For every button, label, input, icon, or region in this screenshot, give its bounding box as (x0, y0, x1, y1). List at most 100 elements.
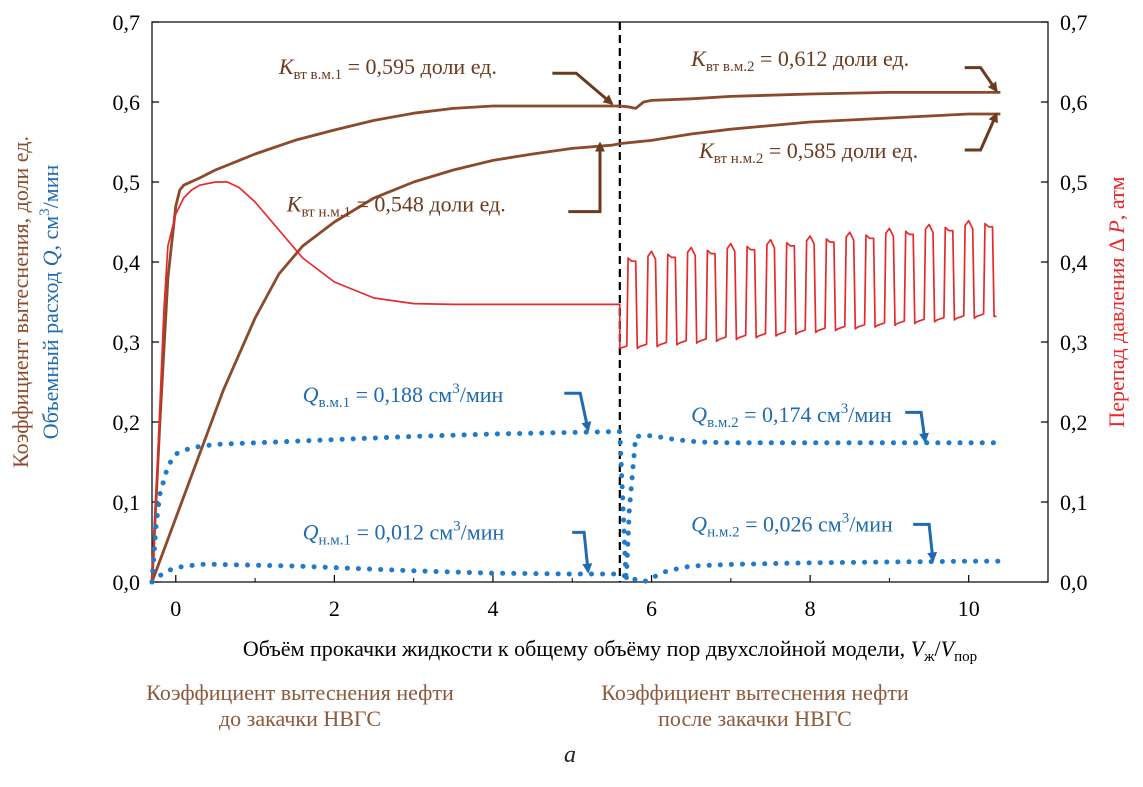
series-flow-high-perm-dotted-line (149, 429, 1003, 585)
ann-k-nm1-arrow (568, 141, 605, 214)
annotation-var: Q (691, 402, 707, 427)
annotation-superscript: 3 (842, 511, 850, 527)
x-axis-label-sub2: пор (954, 649, 977, 665)
x-axis-label-var2: V (941, 636, 957, 661)
y-tick-label-right: 0,0 (1060, 570, 1088, 595)
y-axis-label-flow-text: Объемный расход (38, 266, 63, 439)
annotation-subscript: вт н.м.1 (301, 205, 351, 221)
x-axis-label-var1: V (911, 636, 927, 661)
y-tick-label-left: 0,2 (113, 410, 141, 435)
annotation-unit: /мин (848, 402, 892, 427)
annotation-var: K (286, 192, 303, 217)
x-tick-label: 0 (170, 596, 181, 621)
annotation-subscript: в.м.1 (319, 395, 351, 411)
y-axis-label-flow-unit: , см (38, 216, 63, 251)
y-tick-label-left: 0,7 (113, 10, 141, 35)
y-tick-label-right: 0,2 (1060, 410, 1088, 435)
x-axis-label-text: Объём прокачки жидкости к общему объёму … (243, 636, 911, 661)
series-displacement-high-perm-line (150, 91, 1001, 583)
series-displacement-low-perm-line (150, 112, 1001, 583)
y-axis-label-pressure-text: Перепад давления Δ (1104, 234, 1129, 428)
ann-k-vm1-label: Kвт в.м.1 = 0,595 доли ед. (278, 54, 497, 83)
series-flow-low-perm-dotted-line (149, 558, 1003, 585)
y-axis-label-pressure-unit: , атм (1104, 176, 1129, 220)
ann-k-vm1-arrow (552, 71, 614, 105)
annotation-unit: /мин (461, 520, 505, 545)
y-tick-label-right: 0,3 (1060, 330, 1088, 355)
y-tick-label-left: 0,0 (113, 570, 141, 595)
ann-k-vm2-label: Kвт в.м.2 = 0,612 доли ед. (690, 46, 909, 75)
annotation-var: Q (691, 512, 707, 537)
annotation-var: K (698, 138, 715, 163)
y-axis-label-flow-sup: 3 (37, 208, 53, 216)
panel-label: а (564, 742, 576, 768)
x-tick-label: 8 (805, 596, 816, 621)
x-axis-label-slash: / (935, 636, 942, 661)
ann-q-nm2-arrow (913, 522, 938, 563)
x-axis-label-sub1: ж (923, 649, 935, 665)
ann-q-vm1-label: Qв.м.1 = 0,188 см3/мин (303, 381, 504, 411)
annotation-subscript: н.м.2 (707, 525, 740, 541)
x-tick-label: 10 (958, 596, 980, 621)
y-tick-label-left: 0,3 (113, 330, 141, 355)
annotation-value: = 0,174 см (739, 402, 841, 427)
y-tick-label-left: 0,5 (113, 170, 141, 195)
ann-q-nm1-arrow (572, 530, 593, 574)
ann-q-vm2-arrow (905, 410, 929, 444)
series-group (149, 91, 1003, 585)
ann-k-vm2-arrow (964, 66, 998, 93)
annotation-unit: /мин (460, 382, 504, 407)
y-tick-label-left: 0,4 (113, 250, 141, 275)
axes-group: 0,0 0,0 0,1 0,1 0,2 0,2 0,3 0,3 0,4 0,4 0,5 0,5 0,6 0… (113, 10, 1088, 621)
annotation-unit: /мин (849, 512, 893, 537)
ann-q-vm1-arrow (564, 391, 592, 432)
y-tick-label-right: 0,6 (1060, 90, 1088, 115)
y-tick-label-right: 0,7 (1060, 10, 1088, 35)
ann-k-nm1-label: Kвт н.м.1 = 0,548 доли ед. (286, 192, 506, 221)
annotation-superscript: 3 (453, 519, 461, 535)
caption-before-injection: Коэффициент вытеснения нефти до закачки Н… (146, 680, 454, 731)
annotation-value: = 0,595 доли ед. (342, 54, 497, 79)
ann-k-nm2-label: Kвт н.м.2 = 0,585 доли ед. (698, 138, 918, 167)
annotation-value: = 0,188 см (350, 382, 452, 407)
x-tick-label: 6 (646, 596, 657, 621)
axis-labels-group: Объём прокачки жидкости к общему объёму … (8, 136, 1129, 665)
ann-k-nm2-arrow (964, 112, 998, 152)
annotation-value: = 0,548 доли ед. (351, 192, 506, 217)
y-axis-label-left-displacement: Коэффициент вытеснения, доли ед. (8, 136, 33, 468)
y-axis-label-pressure-var: P (1104, 220, 1129, 234)
annotation-subscript: вт н.м.2 (714, 151, 764, 167)
annotation-var: Q (303, 520, 319, 545)
y-axis-label-flow-var: Q (38, 250, 63, 266)
y-tick-label-left: 0,6 (113, 90, 141, 115)
annotation-value: = 0,585 доли ед. (763, 138, 918, 163)
y-tick-label-right: 0,1 (1060, 490, 1088, 515)
ann-q-nm1-label: Qн.м.1 = 0,012 см3/мин (303, 519, 505, 549)
annotation-subscript: н.м.1 (319, 533, 352, 549)
ann-q-nm2-label: Qн.м.2 = 0,026 см3/мин (691, 511, 893, 541)
y-tick-label-left: 0,1 (113, 490, 141, 515)
annotation-var: Q (303, 382, 319, 407)
annotation-value: = 0,012 см (351, 520, 453, 545)
annotation-superscript: 3 (841, 401, 849, 417)
y-tick-label-right: 0,5 (1060, 170, 1088, 195)
annotation-superscript: 3 (452, 381, 460, 397)
caption-after-injection: Коэффициент вытеснения нефти после закачк… (601, 680, 909, 731)
annotations-group: Kвт в.м.1 = 0,595 доли ед. Kвт в.м.2 = 0,… (278, 46, 998, 574)
annotation-var: K (278, 54, 295, 79)
x-axis-label: Объём прокачки жидкости к общему объёму … (243, 636, 977, 665)
annotation-value: = 0,026 см (740, 512, 842, 537)
annotation-subscript: вт в.м.1 (294, 67, 343, 83)
annotation-value: = 0,612 доли ед. (754, 46, 909, 71)
series-pressure-drop-line (151, 181, 997, 583)
annotation-var: K (690, 46, 707, 71)
annotation-subscript: в.м.2 (707, 415, 739, 431)
plot-frame (151, 21, 1049, 583)
y-axis-label-left-flow: Объемный расход Q, см3/мин (37, 165, 63, 440)
ann-q-vm2-label: Qв.м.2 = 0,174 см3/мин (691, 401, 892, 431)
y-tick-label-right: 0,4 (1060, 250, 1088, 275)
annotation-subscript: вт в.м.2 (706, 59, 755, 75)
y-axis-label-right-pressure: Перепад давления Δ P, атм (1104, 176, 1129, 427)
y-axis-label-flow-end: /мин (38, 165, 63, 209)
